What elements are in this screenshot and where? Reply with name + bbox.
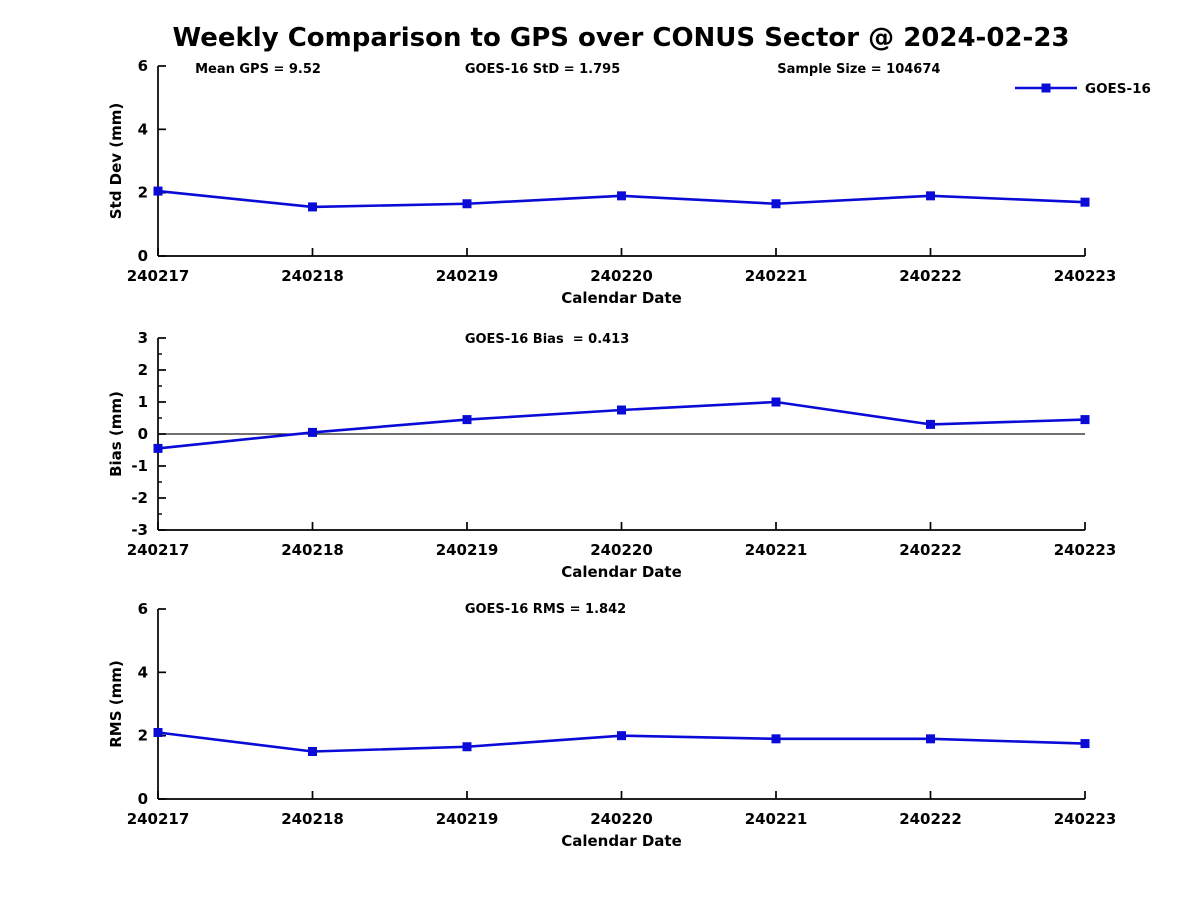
x-axis-title: Calendar Date — [561, 832, 682, 850]
y-tick-label: 0 — [138, 425, 148, 443]
data-point-marker — [617, 731, 626, 741]
y-axis-title: Bias (mm) — [107, 391, 125, 477]
data-point-marker — [1080, 739, 1090, 749]
x-tick-label: 240218 — [281, 810, 344, 828]
x-tick-label: 240223 — [1054, 810, 1117, 828]
data-point-marker — [1080, 415, 1090, 425]
data-point-marker — [926, 191, 935, 201]
y-tick-label: 4 — [138, 663, 148, 681]
data-point-marker — [617, 405, 626, 415]
data-point-marker — [1080, 197, 1090, 207]
y-tick-label: 6 — [138, 600, 148, 618]
legend-label: GOES-16 — [1085, 81, 1151, 97]
y-tick-label: 1 — [138, 393, 148, 411]
data-point-marker — [617, 191, 626, 201]
x-tick-label: 240222 — [899, 810, 962, 828]
data-point-marker — [153, 443, 163, 453]
x-tick-label: 240217 — [127, 541, 190, 559]
x-tick-label: 240220 — [590, 541, 653, 559]
x-tick-label: 240221 — [745, 267, 808, 285]
data-point-marker — [308, 202, 317, 212]
data-point-marker — [462, 742, 472, 752]
x-tick-label: 240219 — [436, 810, 499, 828]
x-axis-title: Calendar Date — [561, 289, 682, 307]
data-point-marker — [771, 397, 781, 407]
y-tick-label: 2 — [138, 727, 148, 745]
x-tick-label: 240219 — [436, 267, 499, 285]
data-point-marker — [462, 199, 472, 209]
y-tick-label: -2 — [131, 489, 148, 507]
data-point-marker — [926, 419, 935, 429]
x-tick-label: 240220 — [590, 267, 653, 285]
x-tick-label: 240218 — [281, 267, 344, 285]
annotation-text: GOES-16 Bias = 0.413 — [465, 332, 629, 347]
x-tick-label: 240220 — [590, 810, 653, 828]
x-tick-label: 240221 — [745, 810, 808, 828]
x-tick-label: 240221 — [745, 541, 808, 559]
data-point-marker — [153, 728, 163, 737]
x-tick-label: 240223 — [1054, 267, 1117, 285]
y-tick-label: 4 — [138, 120, 148, 138]
data-point-marker — [308, 427, 317, 437]
x-axis-title: Calendar Date — [561, 563, 682, 581]
y-tick-label: 6 — [138, 57, 148, 75]
data-point-marker — [926, 734, 935, 744]
x-tick-label: 240219 — [436, 541, 499, 559]
x-tick-label: 240222 — [899, 541, 962, 559]
x-tick-label: 240218 — [281, 541, 344, 559]
y-tick-label: 0 — [138, 790, 148, 808]
y-tick-label: 2 — [138, 361, 148, 379]
y-axis-title: RMS (mm) — [107, 660, 125, 747]
data-point-marker — [308, 747, 317, 756]
legend-marker — [1041, 83, 1051, 93]
annotation-text: Mean GPS = 9.52 — [195, 62, 321, 77]
x-tick-label: 240217 — [127, 810, 190, 828]
x-tick-label: 240217 — [127, 267, 190, 285]
y-tick-label: -1 — [131, 457, 148, 475]
y-tick-label: -3 — [131, 521, 148, 539]
x-tick-label: 240223 — [1054, 541, 1117, 559]
y-tick-label: 3 — [138, 329, 148, 347]
figure-title: Weekly Comparison to GPS over CONUS Sect… — [172, 23, 1070, 53]
data-point-marker — [462, 415, 472, 425]
annotation-text: Sample Size = 104674 — [777, 62, 940, 77]
x-tick-label: 240222 — [899, 267, 962, 285]
data-point-marker — [771, 199, 781, 209]
y-tick-label: 0 — [138, 247, 148, 265]
annotation-text: GOES-16 RMS = 1.842 — [465, 602, 626, 617]
y-axis-title: Std Dev (mm) — [107, 103, 125, 220]
data-point-marker — [771, 734, 781, 744]
annotation-text: GOES-16 StD = 1.795 — [465, 62, 620, 77]
data-point-marker — [153, 186, 163, 196]
y-tick-label: 2 — [138, 184, 148, 202]
